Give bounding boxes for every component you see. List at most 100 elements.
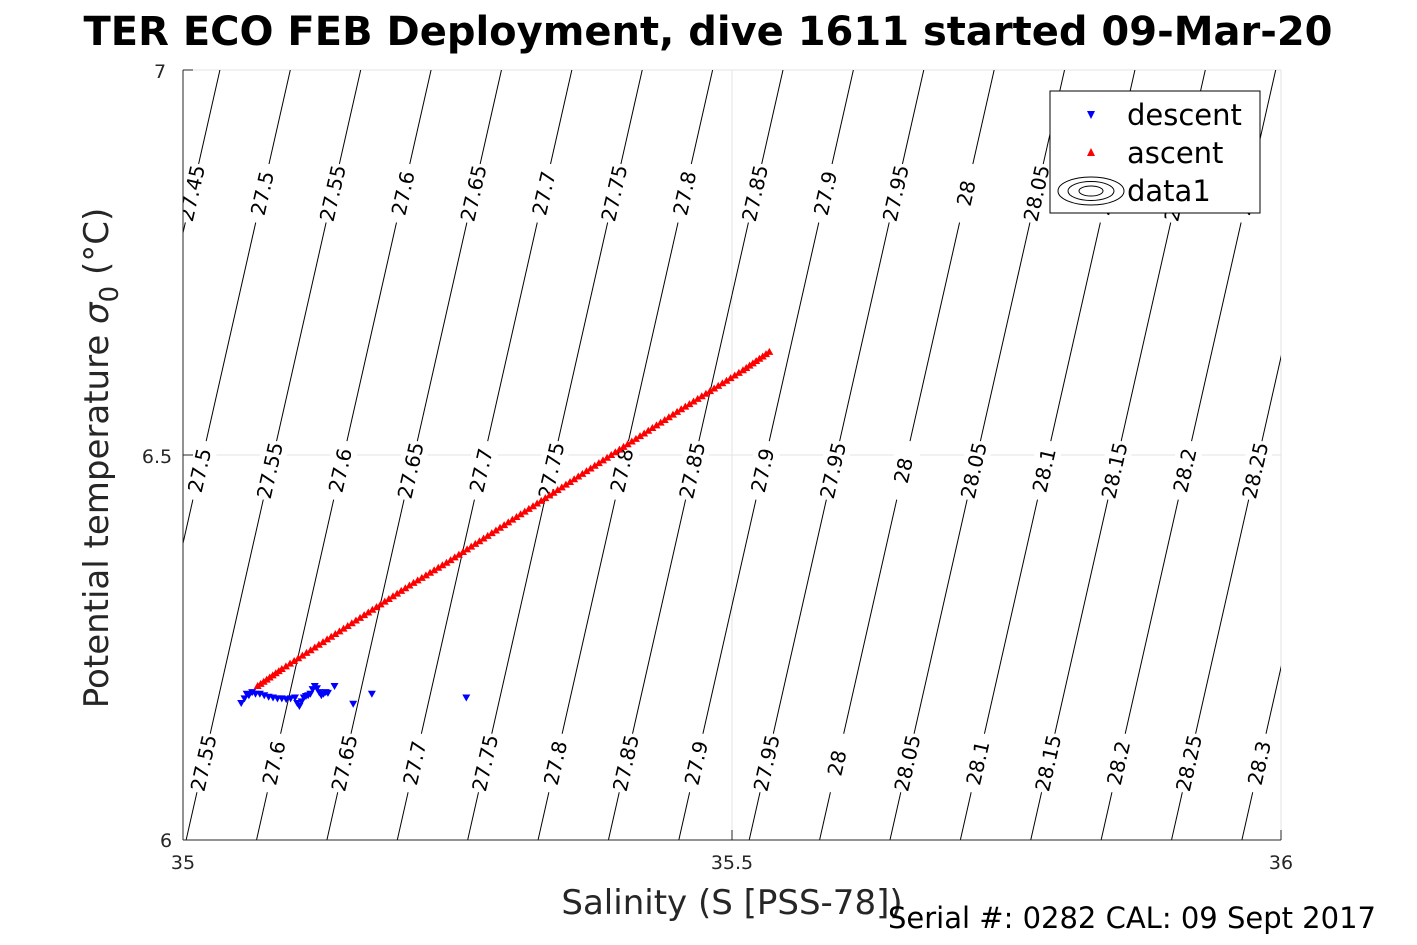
ascent-marker [533,499,542,507]
x-tick-label: 35.5 [711,852,753,874]
ascent-marker [298,651,307,659]
ascent-marker [294,654,303,662]
contour-label-gap [747,730,786,796]
contour-label-gap [183,438,219,503]
contour-label-gap [735,161,775,226]
ascent-marker [681,402,690,410]
contour-label-gap [676,730,716,796]
ascent-marker [537,496,546,504]
ascent-marker [549,488,558,496]
ascent-marker [520,507,529,515]
descent-marker [290,694,299,702]
ascent-marker [368,605,377,613]
contour-label-gap [817,730,857,796]
ascent-marker [561,480,570,488]
ascent-marker [619,442,628,450]
ascent-marker [302,648,311,656]
y-tick-label: 6.5 [142,446,172,468]
ascent-marker [627,437,636,445]
contour-label-gap [536,730,575,796]
descent-marker [349,700,358,708]
ascent-marker [528,502,537,510]
ascent-series [253,347,774,689]
contour-label-gap [1024,438,1064,503]
ascent-marker [541,494,550,502]
contour-label-gap [1095,438,1134,503]
ascent-marker [351,616,360,624]
contour-label-gap [888,730,927,796]
ascent-marker [450,553,459,561]
y-tick-label: 7 [154,61,166,83]
ascent-marker [471,539,480,547]
ascent-marker [372,603,381,611]
ascent-marker [603,453,612,461]
ascent-marker [380,597,389,605]
descent-marker [323,689,332,697]
contour-label-gap [395,730,435,796]
ascent-marker [640,429,649,437]
contour-label-gap [1240,730,1279,796]
contour-label-gap [606,730,646,796]
ascent-marker [356,613,365,621]
ascent-marker [384,594,393,602]
ascent-marker [314,640,323,648]
ascent-marker [397,586,406,594]
contour-level-label: 28 [952,178,981,208]
ascent-marker [578,469,587,477]
contour-label-gap [672,438,712,503]
contour-label-gap [325,730,364,796]
ascent-marker [434,563,443,571]
ascent-marker [318,638,327,646]
ascent-marker [553,486,562,494]
contour-label-gap [250,438,290,503]
contour-label-gap [1099,730,1138,796]
y-axis-label-unit: (°C) [77,208,117,286]
contour-label-gap [183,161,212,226]
ascent-marker [594,459,603,467]
ascent-marker [364,608,373,616]
ascent-marker [697,392,706,400]
contour-level-label: 28 [889,455,918,485]
ascent-marker [393,589,402,597]
ascent-marker [722,376,731,384]
ascent-marker [376,600,385,608]
ascent-marker [463,545,472,553]
contour-label-gap [184,730,223,796]
ascent-marker [475,537,484,545]
contour-label-gap [1017,161,1056,226]
ascent-marker [458,548,467,556]
ascent-marker [479,534,488,542]
ascent-marker [335,627,344,635]
ascent-marker [413,576,422,584]
ascent-marker [310,643,319,651]
contour-label-gap [313,161,353,226]
y-tick-label: 6 [160,830,172,852]
ascent-marker [500,521,509,529]
contour-label-gap [320,438,360,503]
ascent-marker [286,659,295,667]
axis-ticks [182,69,1282,841]
ascent-marker [496,523,505,531]
ascent-marker [582,467,591,475]
ascent-marker [566,477,575,485]
ascent-marker [347,619,356,627]
ascent-marker [706,387,715,395]
contour-label-gap [1028,730,1068,796]
contour-label-gap [743,438,782,503]
ascent-marker [701,389,710,397]
ascent-marker [652,421,661,429]
ascent-marker [615,445,624,453]
ascent-marker [730,371,739,379]
ascent-marker [508,515,517,523]
ascent-marker [483,531,492,539]
y-axis-label-main: Potential temperature [77,324,117,708]
contour-label-gap [806,161,845,226]
ascent-marker [685,400,694,408]
ascent-marker [405,581,414,589]
contour-label-gap [391,438,430,503]
ascent-marker [516,510,525,518]
ascent-marker [430,566,439,574]
ascent-marker [677,405,686,413]
ascent-marker [323,635,332,643]
isopycnal-line [1241,665,1281,840]
